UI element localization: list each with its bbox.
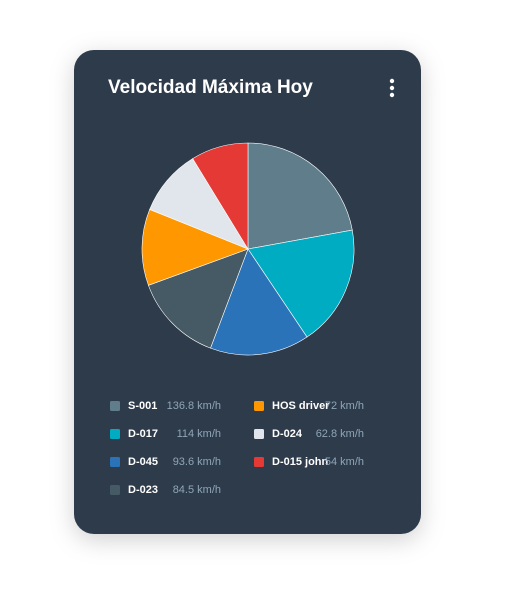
value-label: 114 km/h [177,428,221,440]
legend-swatch[interactable] [110,429,120,439]
value-label: 93.6 km/h [173,456,221,468]
legend-swatch[interactable] [110,401,120,411]
value-label: 54 km/h [325,456,364,468]
pie-slice [141,209,249,286]
legend-label[interactable]: D-015 john [272,456,329,468]
pie-slice [148,248,249,349]
legend-label[interactable]: D-045 [128,456,158,468]
pie-slice [210,248,308,356]
legend-swatch[interactable] [254,401,264,411]
pie-slice [192,142,249,251]
menu-dot [389,85,395,91]
value-label: 72 km/h [325,400,364,412]
value-label: 136.8 km/h [167,400,221,412]
value-label: 84.5 km/h [173,484,221,496]
legend-label[interactable]: D-024 [272,428,303,440]
legend-label[interactable]: D-017 [128,428,158,440]
pie-slice [247,142,353,250]
legend-swatch[interactable] [110,457,120,467]
menu-dot [389,92,395,98]
legend-label[interactable]: HOS driver [272,400,330,412]
legend-label[interactable]: D-023 [128,484,158,496]
menu-dot [389,78,395,84]
legend-swatch[interactable] [110,485,120,495]
legend-label[interactable]: S-001 [128,400,157,412]
pie-slice [247,229,355,338]
menu-button[interactable] [389,78,395,98]
legend-swatch[interactable] [254,457,264,467]
chart-title: Velocidad Máxima Hoy [108,77,313,98]
value-label: 62.8 km/h [316,428,364,440]
legend-swatch[interactable] [254,429,264,439]
